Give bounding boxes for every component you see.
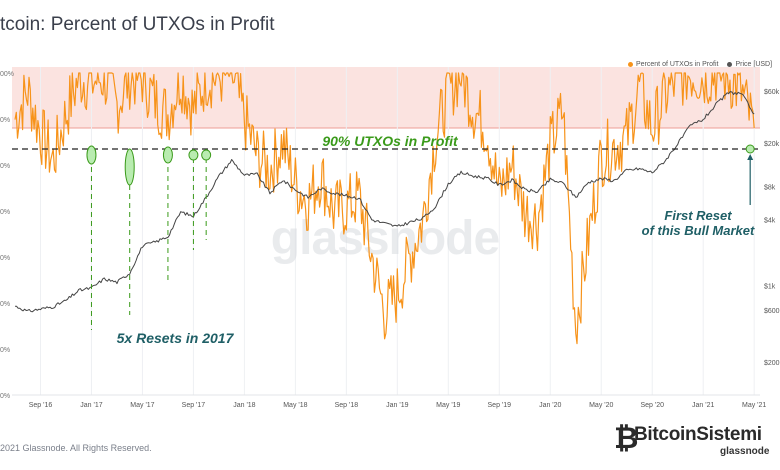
left-tick-label: 0%	[0, 393, 10, 400]
left-tick-label: 0%	[0, 117, 10, 124]
left-tick-label: 0%	[0, 255, 10, 262]
x-tick-label: Jan '19	[386, 402, 408, 409]
left-axis: 00% 0% 0% 0% 0% 0% 0% 0%	[0, 71, 14, 400]
left-tick-label: 0%	[0, 163, 10, 170]
x-tick-label: May '18	[283, 402, 307, 409]
x-tick-label: Sep '18	[335, 402, 359, 409]
left-tick-label: 00%	[0, 71, 14, 78]
x-tick-label: Jan '18	[233, 402, 255, 409]
right-axis: $60k $20k $8k $4k $1k $600 $200	[764, 89, 780, 367]
right-tick-label: $4k	[764, 218, 776, 225]
legend-item-utxo[interactable]: Percent of UTXOs in Profit	[628, 61, 718, 68]
right-tick-label: $600	[764, 308, 780, 315]
first-reset-marker	[745, 144, 755, 154]
x-tick-label: May '17	[130, 402, 154, 409]
brand-name: BitcoinSistemi	[634, 424, 762, 445]
x-tick-label: Sep '20	[640, 402, 664, 409]
reset-marker	[86, 145, 97, 165]
x-tick-label: Sep '19	[488, 402, 512, 409]
reset-marker	[201, 149, 212, 161]
annotation-first-reset-2: of this Bull Market	[642, 223, 755, 238]
right-tick-label: $200	[764, 360, 780, 367]
reset-markers	[86, 144, 755, 330]
x-tick-label: Jan '17	[80, 402, 102, 409]
series-layer	[14, 72, 755, 345]
x-tick-label: May '20	[589, 402, 613, 409]
legend-label-utxo: Percent of UTXOs in Profit	[636, 61, 719, 68]
left-tick-label: 0%	[0, 209, 10, 216]
reset-marker	[188, 149, 199, 161]
first-reset-arrowhead	[747, 154, 754, 160]
x-tick-label: May '21	[742, 402, 766, 409]
right-tick-label: $8k	[764, 185, 776, 192]
footer-copyright: 2021 Glassnode. All Rights Reserved.	[0, 443, 152, 453]
legend-label-price: Price [USD]	[735, 61, 773, 68]
legend-swatch-price	[727, 61, 733, 67]
left-tick-label: 0%	[0, 347, 10, 354]
reset-marker	[124, 148, 135, 186]
right-tick-label: $60k	[764, 89, 780, 96]
chart-legend: Percent of UTXOs in Profit Price [USD]	[628, 61, 772, 68]
annotation-first-reset-1: First Reset	[664, 208, 732, 223]
bitcoin-icon: ₿	[614, 421, 639, 456]
x-tick-label: Sep '17	[182, 402, 206, 409]
legend-item-price[interactable]: Price [USD]	[727, 61, 772, 68]
annotation-5x-resets: 5x Resets in 2017	[117, 330, 235, 346]
x-tick-label: May '19	[436, 402, 460, 409]
chart-title: tcoin: Percent of UTXOs in Profit	[0, 14, 275, 35]
x-axis: Sep '16 Jan '17 May '17 Sep '17 Jan '18 May '…	[29, 402, 767, 409]
series-line-utxo-profit	[14, 72, 755, 345]
annotation-90-percent: 90% UTXOs in Profit	[322, 133, 459, 149]
right-tick-label: $20k	[764, 141, 780, 148]
brand-logo: ₿ BitcoinSistemi glassnode	[612, 418, 780, 464]
series-line-price	[14, 91, 755, 313]
x-tick-label: Jan '21	[692, 402, 714, 409]
reset-marker	[162, 146, 173, 164]
x-tick-label: Sep '16	[29, 402, 53, 409]
right-tick-label: $1k	[764, 284, 776, 291]
watermark: glassnode	[271, 212, 500, 265]
brand-sub: glassnode	[720, 446, 770, 457]
legend-swatch-utxo	[628, 61, 633, 67]
left-tick-label: 0%	[0, 301, 10, 308]
x-tick-label: Jan '20	[539, 402, 561, 409]
